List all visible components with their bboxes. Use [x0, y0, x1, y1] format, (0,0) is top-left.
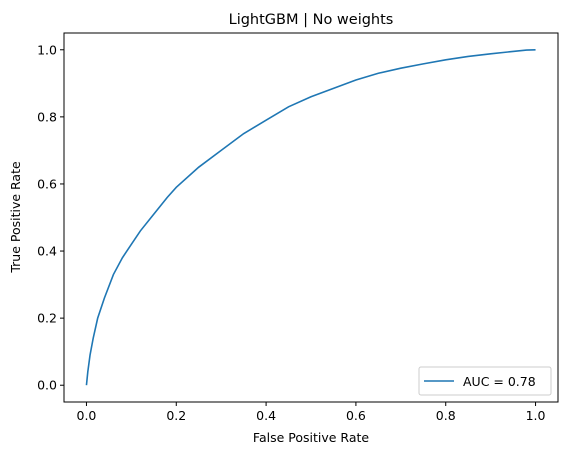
x-tick-label: 0.4: [256, 408, 276, 423]
x-tick-label: 0.6: [346, 408, 366, 423]
legend-box: [418, 366, 552, 396]
y-tick-label: 0.0: [37, 378, 57, 393]
x-tick-label: 0.2: [166, 408, 186, 423]
plot-area: [63, 32, 559, 403]
y-axis-ticks: 0.0 0.2 0.4 0.6 0.8 1.0: [37, 42, 64, 393]
y-tick-label: 0.8: [37, 109, 57, 124]
axes-frame: [63, 32, 559, 403]
chart-title: LightGBM | No weights: [229, 12, 394, 28]
x-tick-label: 0.0: [77, 408, 97, 423]
x-axis-ticks: 0.0 0.2 0.4 0.6 0.8 1.0: [77, 402, 546, 423]
y-tick-label: 0.4: [37, 244, 57, 259]
y-tick-label: 1.0: [37, 42, 57, 57]
x-tick-label: 0.8: [436, 408, 456, 423]
y-axis-label: True Positive Rate: [8, 161, 23, 274]
y-tick-label: 0.6: [37, 176, 57, 191]
legend-label: AUC = 0.78: [463, 374, 536, 389]
y-tick-label: 0.2: [37, 311, 57, 326]
legend: AUC = 0.78: [418, 366, 552, 396]
x-tick-label: 1.0: [526, 408, 546, 423]
roc-curve-line: [85, 48, 536, 386]
x-axis-label: False Positive Rate: [253, 430, 369, 445]
